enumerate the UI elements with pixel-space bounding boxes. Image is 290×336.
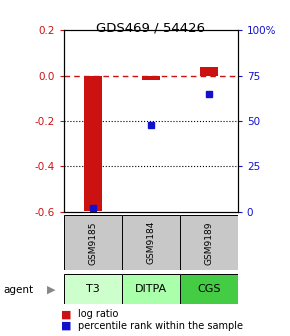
- Text: DITPA: DITPA: [135, 284, 167, 294]
- Text: percentile rank within the sample: percentile rank within the sample: [78, 321, 243, 331]
- Bar: [84, 76, 102, 211]
- Bar: [142, 76, 160, 80]
- Text: GSM9189: GSM9189: [204, 221, 213, 264]
- Text: GDS469 / 54426: GDS469 / 54426: [96, 22, 205, 35]
- Text: GSM9185: GSM9185: [88, 221, 97, 264]
- Text: ■: ■: [61, 321, 71, 331]
- Bar: [200, 67, 218, 76]
- Text: agent: agent: [3, 285, 33, 295]
- Text: ■: ■: [61, 309, 71, 319]
- Text: ▶: ▶: [46, 285, 55, 295]
- Text: CGS: CGS: [197, 284, 221, 294]
- Text: T3: T3: [86, 284, 100, 294]
- Text: GSM9184: GSM9184: [146, 221, 155, 264]
- Text: log ratio: log ratio: [78, 309, 119, 319]
